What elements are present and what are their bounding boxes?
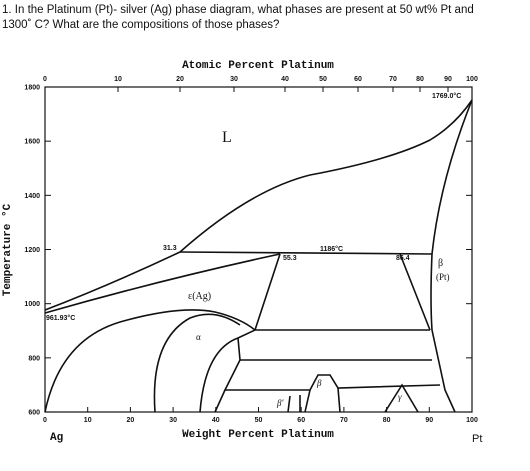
region-label: β' (276, 398, 284, 408)
top-tick-label: 30 (230, 76, 238, 83)
left-tick-label: 600 (28, 410, 40, 417)
top-tick-label: 70 (389, 76, 397, 83)
region-label: ε(Ag) (188, 291, 211, 302)
bottom-tick-label: 80 (383, 417, 391, 424)
region-label: (Pt) (436, 272, 450, 282)
question-line: 1300˚ C? What are the compositions of th… (2, 19, 280, 31)
top-axis-title: Atomic Percent Platinum (182, 60, 334, 72)
bottom-tick-label: 0 (43, 417, 47, 424)
bottom-tick-label: 20 (127, 417, 135, 424)
bottom-tick-label: 30 (169, 417, 177, 424)
top-tick-label: 20 (176, 76, 184, 83)
annotation: 55.3 (283, 255, 297, 262)
plot-frame (44, 86, 473, 413)
region-label: γ (398, 392, 402, 402)
phase-curves (44, 99, 473, 413)
element-label: Ag (50, 432, 63, 444)
region-label: L (222, 129, 232, 146)
bottom-tick-label: 10 (84, 417, 92, 424)
top-tick-label: 90 (444, 76, 452, 83)
top-tick-label: 10 (114, 76, 122, 83)
bottom-tick-label: 50 (255, 417, 263, 424)
region-label: β (316, 378, 322, 388)
element-label: Pt (472, 433, 482, 445)
left-tick-label: 1800 (24, 85, 40, 92)
left-axis-title: Temperature °C (2, 203, 14, 296)
annotation: 961.93°C (46, 314, 75, 322)
region-label: α (196, 332, 201, 342)
top-tick-label: 60 (354, 76, 362, 83)
ticks: 0 10 20 30 40 50 60 70 80 90 1000 10 20 30 40 50 60 70 80 9… (24, 76, 478, 424)
bottom-tick-label: 60 (297, 417, 305, 424)
left-tick-label: 1000 (24, 301, 40, 308)
annotation: 1186°C (320, 245, 343, 253)
annotation: 86.4 (396, 255, 410, 262)
top-tick-label: 100 (466, 76, 478, 83)
bottom-tick-label: 70 (340, 417, 348, 424)
question-line: 1. In the Platinum (Pt)- silver (Ag) pha… (2, 4, 474, 16)
top-tick-label: 80 (416, 76, 424, 83)
left-tick-label: 1600 (24, 139, 40, 146)
annotation: 1769.0°C (432, 92, 461, 100)
bottom-axis-title: Weight Percent Platinum (182, 429, 334, 441)
bottom-tick-label: 100 (466, 417, 478, 424)
annotation: 31.3 (163, 245, 177, 252)
left-tick-label: 1200 (24, 247, 40, 254)
left-tick-label: 1400 (24, 193, 40, 200)
left-tick-label: 800 (28, 355, 40, 362)
top-tick-label: 40 (281, 76, 289, 83)
region-label: β (438, 258, 443, 269)
bottom-tick-label: 40 (212, 417, 220, 424)
bottom-tick-label: 90 (425, 417, 433, 424)
top-tick-label: 50 (319, 76, 327, 83)
top-tick-label: 0 (43, 76, 47, 83)
